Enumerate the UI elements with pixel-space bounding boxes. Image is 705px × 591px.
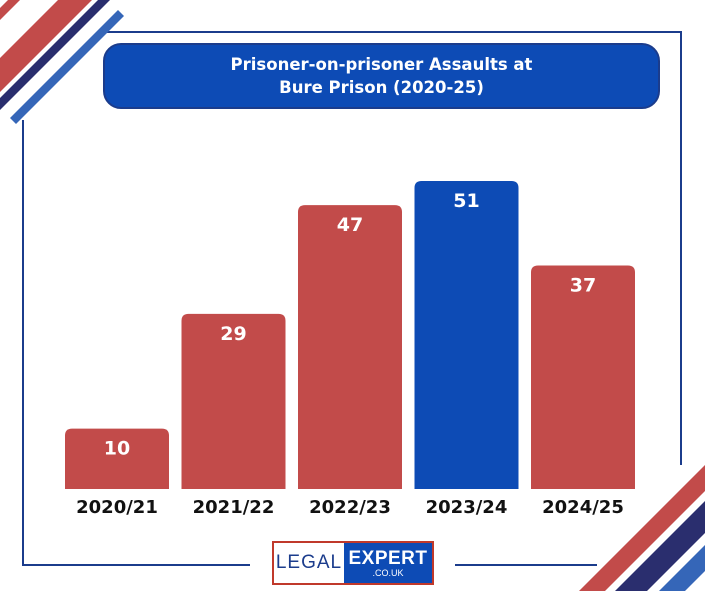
corner-stripes-top-left	[0, 0, 124, 124]
frame-bottom-left-line	[22, 564, 250, 566]
bar-2023-24	[414, 181, 519, 489]
frame-left-line	[22, 120, 24, 566]
category-tick-label: 2024/25	[542, 497, 624, 518]
bar-value-label: 29	[220, 323, 246, 345]
category-tick-label: 2021/22	[193, 497, 275, 518]
bar-2022-23	[298, 205, 402, 489]
logo-expert-text: EXPERT	[348, 547, 428, 569]
corner-stripes-bottom-right	[579, 465, 705, 591]
bar-value-label: 47	[337, 214, 363, 236]
frame-right-line	[680, 31, 682, 465]
bar-value-label: 51	[453, 190, 479, 212]
logo-domain-text: .CO.UK	[372, 567, 404, 578]
frame-bottom-right-line	[455, 564, 597, 566]
logo-expert-block: EXPERT .CO.UK	[344, 543, 432, 583]
bar-value-label: 37	[570, 275, 596, 297]
bar-2024-25	[531, 265, 635, 489]
bar-value-label: 10	[104, 438, 130, 460]
bar-2020-21	[65, 428, 169, 489]
bar-2021-22	[181, 313, 286, 489]
legal-expert-logo[interactable]: LEGAL EXPERT .CO.UK	[272, 541, 434, 585]
chart-title: Prisoner-on-prisoner Assaults at Bure Pr…	[230, 55, 533, 97]
category-tick-label: 2022/23	[309, 497, 391, 518]
logo-legal-text: LEGAL	[275, 552, 343, 573]
frame-top-line	[106, 31, 682, 33]
category-tick-label: 2023/24	[426, 497, 508, 518]
category-tick-label: 2020/21	[76, 497, 158, 518]
chart-title-box: Prisoner-on-prisoner Assaults at Bure Pr…	[103, 43, 660, 109]
